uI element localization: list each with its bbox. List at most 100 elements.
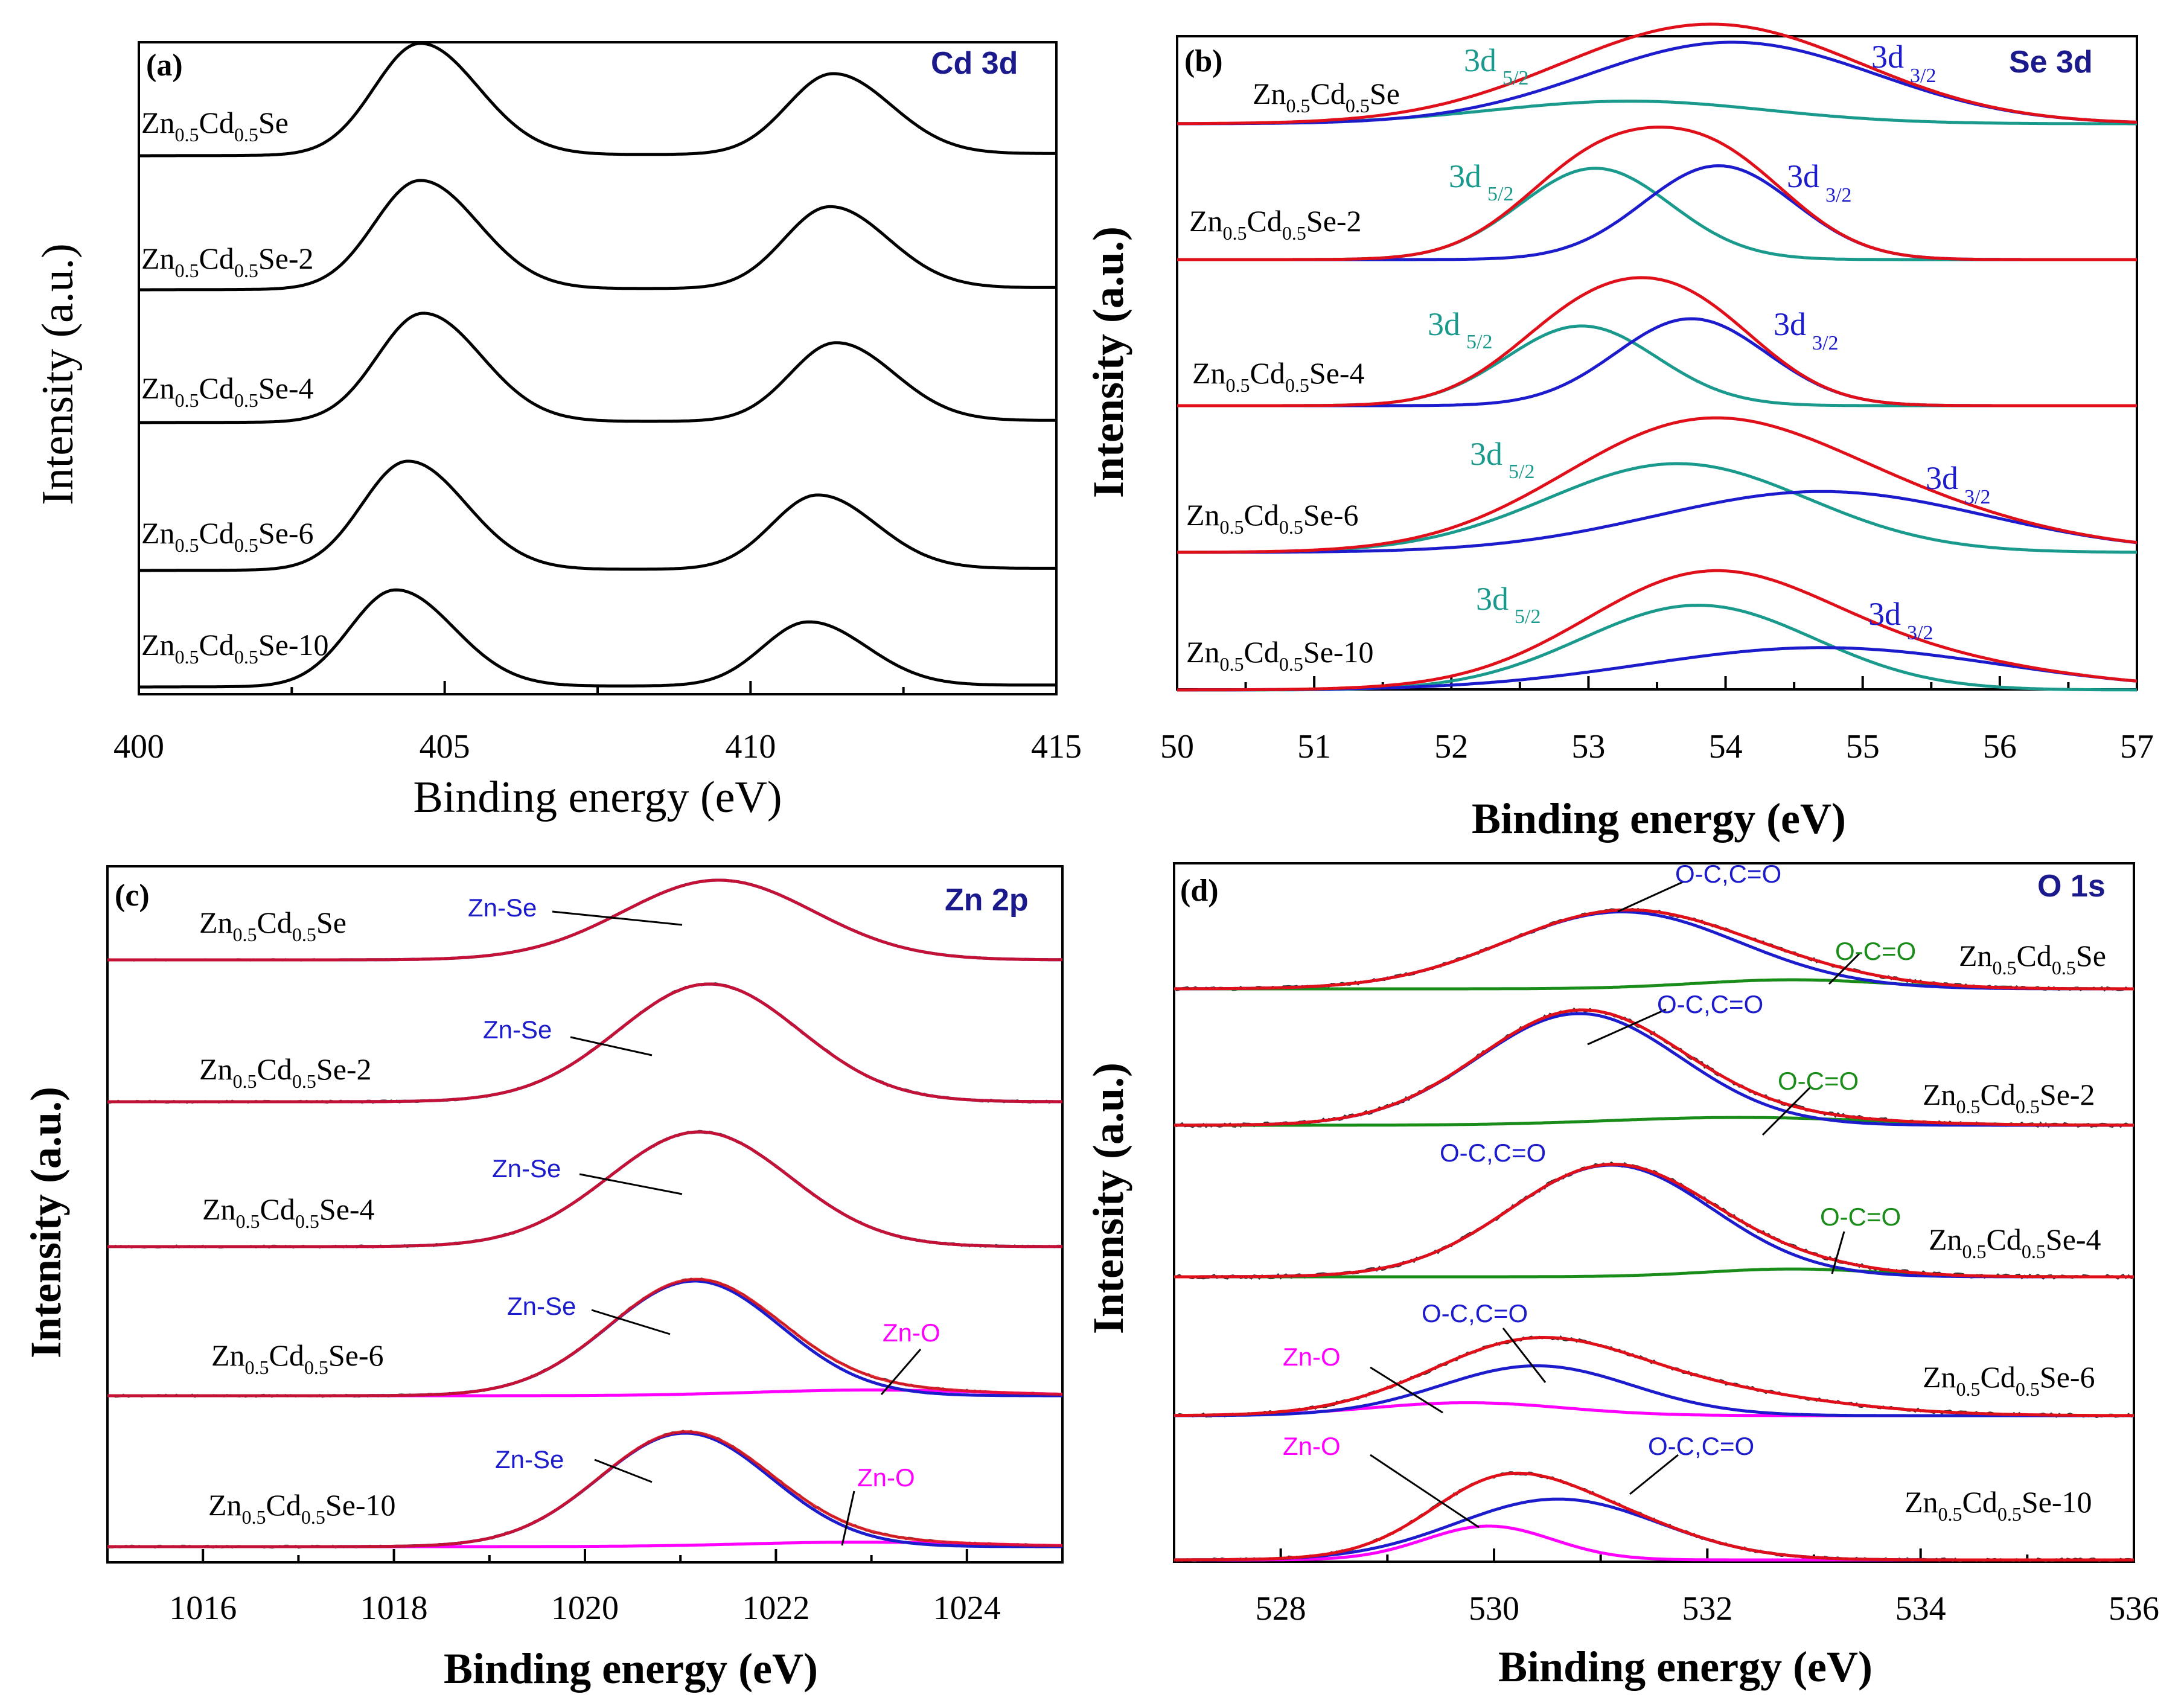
x-tick-label: 400 — [113, 728, 164, 765]
panel-c-x-axis-title: Binding energy (eV) — [444, 1644, 818, 1693]
panel-c-label-znse-1: Zn-Se — [468, 893, 537, 922]
panel-d-label: (d) — [1180, 874, 1219, 908]
panel-c-arrow-2 — [570, 1036, 653, 1056]
panel-d-arrow-9 — [1370, 1454, 1480, 1529]
panel-d-label-oco-3: O-C=O — [1820, 1203, 1901, 1231]
panel-c: (c) Zn 2p 1016 1018 1020 1022 1024 Binding e… — [22, 865, 1064, 1693]
o1s-envelope-4 — [1174, 1336, 2134, 1417]
panel-b-label-3d52-4: 3d 5/2 — [1470, 436, 1534, 483]
panel-d-arrow-8 — [1629, 1454, 1679, 1495]
panel-c-label-zno-2: Zn-O — [857, 1463, 915, 1492]
panel-a-y-axis-title: Intensity (a.u.) — [33, 243, 83, 505]
panel-b-curves — [1177, 22, 2138, 692]
panel-c-sample-label-1: Zn0.5Cd0.5Se — [199, 906, 346, 945]
panel-a-frame — [138, 41, 1058, 695]
panel-c-sample-labels: Zn0.5Cd0.5Se Zn0.5Cd0.5Se-2 Zn0.5Cd0.5Se… — [199, 906, 396, 1528]
panel-b: (b) Se 3d 50 51 52 53 54 55 56 57 Binding energ… — [1084, 22, 2154, 843]
x-tick-label: 50 — [1160, 728, 1194, 765]
panel-b-label-3d32-3: 3d3/2 — [1774, 306, 1838, 354]
zn2p-znse-component-1 — [107, 878, 1062, 962]
panel-c-label-znse-2: Zn-Se — [483, 1015, 552, 1044]
panel-a-sample-label-1: Zn0.5Cd0.5Se — [141, 106, 289, 145]
o1s-envelope-2 — [1174, 1008, 2134, 1127]
panel-d: (d) O 1s 528 530 532 534 536 Binding energy … — [1084, 860, 2159, 1691]
panel-d-label-oc-4: O-C,C=O — [1422, 1299, 1528, 1328]
panel-b-label-3d32-5: 3d3/2 — [1868, 596, 1933, 644]
panel-c-curves — [107, 878, 1063, 1549]
cd3d-spectrum-5 — [139, 588, 1056, 689]
panel-d-frame — [1173, 862, 2135, 1563]
panel-c-sample-label-4: Zn0.5Cd0.5Se-6 — [211, 1338, 384, 1378]
panel-d-sample-label-2: Zn0.5Cd0.5Se-2 — [1923, 1078, 2095, 1117]
panel-b-y-axis-title: Intensity (a.u.) — [1084, 226, 1132, 498]
panel-c-arrow-1 — [552, 910, 683, 926]
x-tick-label: 1024 — [933, 1590, 1001, 1627]
x-tick-label: 530 — [1469, 1590, 1519, 1628]
panel-b-x-axis-title: Binding energy (eV) — [1472, 794, 1846, 843]
panel-d-label-oc-3: O-C,C=O — [1440, 1139, 1546, 1167]
panel-d-sample-label-1: Zn0.5Cd0.5Se — [1959, 939, 2106, 979]
o1s-envelope-1 — [1174, 908, 2134, 991]
panel-b-sample-labels: Zn0.5Cd0.5Se Zn0.5Cd0.5Se-2 Zn0.5Cd0.5Se… — [1186, 77, 1400, 675]
panel-b-label: (b) — [1184, 44, 1223, 78]
panel-b-sample-label-4: Zn0.5Cd0.5Se-6 — [1186, 498, 1359, 538]
panel-d-arrow-6 — [1502, 1328, 1547, 1383]
panel-a-sample-label-3: Zn0.5Cd0.5Se-4 — [141, 371, 314, 411]
panel-d-sample-label-5: Zn0.5Cd0.5Se-10 — [1905, 1485, 2092, 1525]
panel-a-sample-label-4: Zn0.5Cd0.5Se-6 — [141, 516, 314, 556]
cd3d-spectrum-1 — [139, 42, 1056, 158]
cd3d-spectrum-4 — [139, 459, 1056, 572]
panel-c-element-title: Zn 2p — [945, 883, 1029, 918]
cd3d-spectrum-2 — [139, 179, 1056, 292]
x-tick-label: 53 — [1571, 728, 1605, 765]
se3d-3-2-component-4 — [1177, 490, 2138, 554]
panel-a-x-axis-title: Binding energy (eV) — [413, 773, 782, 822]
panel-c-sample-label-5: Zn0.5Cd0.5Se-10 — [208, 1488, 396, 1528]
panel-b-sample-label-3: Zn0.5Cd0.5Se-4 — [1192, 356, 1365, 396]
panel-d-arrow-2 — [1828, 953, 1860, 985]
panel-c-label-znse-4: Zn-Se — [507, 1292, 576, 1320]
x-tick-label: 1016 — [169, 1590, 237, 1627]
x-tick-label: 405 — [420, 728, 470, 765]
x-tick-label: 532 — [1682, 1590, 1732, 1628]
panel-c-sample-label-2: Zn0.5Cd0.5Se-2 — [199, 1052, 372, 1092]
zn2p-raw-1 — [107, 878, 1063, 962]
se3d-envelope-3 — [1177, 276, 2137, 407]
panel-d-arrow-5 — [1831, 1231, 1845, 1274]
se3d-envelope-1 — [1177, 22, 2138, 126]
panel-a-label: (a) — [146, 48, 183, 83]
x-tick-label: 1020 — [551, 1590, 619, 1627]
o1s-oc-component-4 — [1174, 1364, 2134, 1417]
panel-d-arrow-7 — [1370, 1366, 1443, 1414]
panel-a-sample-labels: Zn0.5Cd0.5Se Zn0.5Cd0.5Se-2 Zn0.5Cd0.5Se… — [141, 106, 329, 668]
panel-d-sample-label-3: Zn0.5Cd0.5Se-4 — [1929, 1222, 2101, 1262]
panel-b-peak-labels: 3d 5/2 3d3/2 3d 5/2 3d3/2 3d 5/2 3d3/2 3d 5/… — [1428, 39, 1990, 644]
o1s-envelope-3 — [1174, 1163, 2134, 1279]
panel-c-peak-labels: Zn-Se Zn-Se Zn-Se Zn-Se Zn-O Zn-Se Zn-O — [468, 893, 940, 1546]
panel-b-label-3d52-2: 3d 5/2 — [1449, 158, 1513, 205]
panel-a-sample-label-2: Zn0.5Cd0.5Se-2 — [141, 241, 314, 281]
x-tick-label: 528 — [1256, 1590, 1306, 1628]
panel-c-arrow-4 — [591, 1309, 671, 1335]
o1s-envelope-5 — [1174, 1471, 2134, 1562]
panel-c-label-zno-1: Zn-O — [883, 1318, 940, 1347]
panel-c-arrow-3 — [579, 1173, 683, 1195]
panel-b-sample-label-5: Zn0.5Cd0.5Se-10 — [1186, 635, 1374, 675]
panel-d-x-axis-title: Binding energy (eV) — [1498, 1643, 1873, 1691]
panel-d-arrow-3 — [1587, 1008, 1667, 1046]
panel-c-arrow-7 — [841, 1491, 855, 1546]
x-tick-label: 52 — [1434, 728, 1468, 765]
x-tick-label: 410 — [725, 728, 776, 765]
x-tick-label: 534 — [1895, 1590, 1946, 1628]
x-tick-label: 57 — [2120, 728, 2154, 765]
panel-b-label-3d52-5: 3d 5/2 — [1476, 581, 1541, 628]
panel-d-label-oco-1: O-C=O — [1835, 937, 1916, 965]
panel-b-label-3d32-4: 3d3/2 — [1926, 460, 1990, 508]
panel-d-label-oc-2: O-C,C=O — [1657, 990, 1763, 1018]
panel-a-sample-label-5: Zn0.5Cd0.5Se-10 — [141, 628, 329, 668]
panel-c-label-znse-5: Zn-Se — [495, 1445, 564, 1474]
panel-d-label-zno-1: Zn-O — [1283, 1343, 1341, 1371]
panel-d-label-oc-5: O-C,C=O — [1648, 1432, 1754, 1460]
zn2p-envelope-2 — [107, 982, 1062, 1104]
